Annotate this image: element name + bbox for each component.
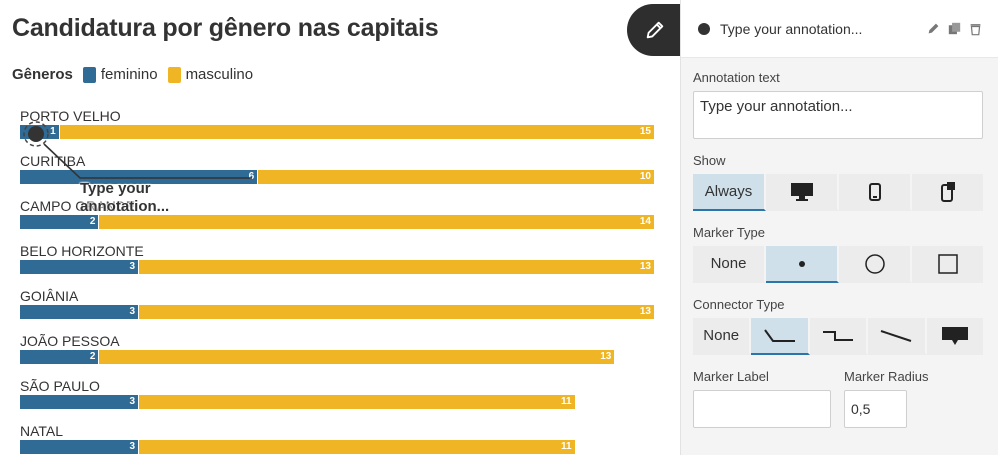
- bar-feminino[interactable]: 3: [20, 440, 139, 454]
- category-label: PORTO VELHO: [20, 108, 121, 124]
- desktop-icon: [790, 182, 813, 201]
- bar-masculino[interactable]: 13: [139, 260, 654, 274]
- bar-value-label: 11: [561, 396, 572, 407]
- marker-none-label: None: [710, 255, 747, 272]
- marker-label-label: Marker Label: [693, 369, 769, 384]
- legend-swatch-masculino: [167, 66, 181, 83]
- show-options: Always: [693, 174, 983, 211]
- mobile-tooltip-icon: [940, 181, 955, 202]
- bar-feminino[interactable]: 3: [20, 260, 139, 274]
- chart-area: Candidatura por gênero nas capitais Gêne…: [12, 4, 683, 454]
- legend-label-masculino: masculino: [185, 66, 254, 83]
- bar-feminino[interactable]: 2: [20, 215, 99, 229]
- panel-header-title[interactable]: Type your annotation...: [720, 20, 863, 37]
- bar-value-label: 6: [248, 171, 255, 182]
- trash-icon[interactable]: [969, 22, 982, 36]
- marker-none-button[interactable]: None: [693, 246, 766, 283]
- connector-none-label: None: [703, 327, 740, 344]
- connector-type-label: Connector Type: [693, 297, 785, 312]
- mobile-icon: [868, 182, 881, 201]
- annotation-panel: Type your annotation... Annotation text …: [680, 0, 998, 455]
- bar-masculino[interactable]: 11: [139, 395, 575, 409]
- bar-feminino[interactable]: 1: [20, 125, 59, 139]
- connector-elbow-button[interactable]: [751, 318, 810, 355]
- marker-dot-button[interactable]: [766, 246, 839, 283]
- show-label: Show: [693, 153, 726, 168]
- category-label: NATAL: [20, 423, 64, 439]
- bar-feminino[interactable]: 3: [20, 395, 139, 409]
- marker-type-options: None: [693, 246, 983, 283]
- show-always-label: Always: [704, 183, 753, 200]
- bar-value-label: 14: [639, 216, 651, 227]
- bar-masculino[interactable]: 15: [59, 125, 654, 139]
- chart-title: Candidatura por gênero nas capitais: [12, 14, 439, 42]
- bar-value-label: 3: [129, 261, 136, 272]
- pencil-icon: [646, 21, 664, 39]
- category-label: SÃO PAULO: [20, 378, 100, 394]
- bar-value-label: 13: [600, 351, 612, 362]
- dot-icon: [798, 260, 805, 267]
- show-desktop-button[interactable]: [766, 174, 839, 211]
- connector-step-button[interactable]: [809, 318, 869, 355]
- square-icon: [937, 253, 958, 274]
- annotation-text-input[interactable]: [693, 91, 983, 139]
- marker-circle-button[interactable]: [839, 246, 912, 283]
- edit-icon[interactable]: [927, 22, 940, 35]
- show-mobile-button[interactable]: [839, 174, 912, 211]
- show-always-button[interactable]: Always: [693, 174, 766, 211]
- bar-value-label: 13: [639, 261, 651, 272]
- annotation-dot-icon: [698, 22, 710, 35]
- category-label: BELO HORIZONTE: [20, 243, 144, 259]
- step-connector-icon: [823, 330, 854, 341]
- bar-value-label: 3: [129, 441, 136, 452]
- category-label: JOÃO PESSOA: [20, 333, 120, 349]
- straight-connector-icon: [881, 329, 912, 342]
- circle-icon: [864, 253, 885, 274]
- category-label: CURITIBA: [20, 153, 86, 169]
- marker-type-label: Marker Type: [693, 225, 766, 240]
- legend-swatch-feminino: [82, 66, 96, 83]
- annotation-text[interactable]: Type your annotation...: [80, 180, 170, 215]
- bar-feminino[interactable]: 2: [20, 350, 99, 364]
- panel-header: Type your annotation...: [681, 0, 998, 58]
- marker-radius-label: Marker Radius: [844, 369, 929, 384]
- legend-item-masculino[interactable]: masculino: [167, 66, 254, 83]
- bar-value-label: 11: [561, 441, 572, 452]
- duplicate-icon[interactable]: [948, 22, 961, 35]
- connector-type-options: None: [693, 318, 984, 355]
- bar-value-label: 15: [639, 126, 651, 137]
- bar-masculino[interactable]: 14: [99, 215, 654, 229]
- marker-label-input[interactable]: [693, 390, 831, 428]
- bar-value-label: 13: [639, 306, 651, 317]
- bar-masculino[interactable]: 13: [139, 305, 654, 319]
- category-label: GOIÂNIA: [20, 288, 79, 304]
- marker-radius-input[interactable]: 0,5: [844, 390, 907, 428]
- legend-title: Gêneros: [12, 66, 73, 83]
- bar-value-label: 3: [129, 306, 136, 317]
- marker-square-button[interactable]: [912, 246, 983, 283]
- bar-feminino[interactable]: 3: [20, 305, 139, 319]
- speech-bubble-icon: [941, 326, 968, 345]
- bar-value-label: 1: [50, 126, 56, 137]
- edit-annotation-button[interactable]: [627, 4, 683, 56]
- elbow-connector-icon: [763, 328, 795, 342]
- legend-item-feminino[interactable]: feminino: [82, 66, 158, 83]
- show-mobile-tooltip-button[interactable]: [912, 174, 983, 211]
- connector-straight-button[interactable]: [868, 318, 927, 355]
- connector-none-button[interactable]: None: [693, 318, 752, 355]
- marker-settings-row: Marker Label Marker Radius 0,5: [693, 369, 986, 428]
- bar-value-label: 10: [639, 171, 651, 182]
- bar-value-label: 3: [129, 396, 136, 407]
- bar-masculino[interactable]: 10: [258, 170, 654, 184]
- bar-value-label: 2: [89, 351, 96, 362]
- bar-value-label: 2: [89, 216, 96, 227]
- connector-bubble-button[interactable]: [926, 318, 984, 355]
- bar-masculino[interactable]: 11: [139, 440, 575, 454]
- bar-masculino[interactable]: 13: [99, 350, 615, 364]
- legend-label-feminino: feminino: [100, 66, 158, 83]
- annotation-text-label: Annotation text: [693, 70, 780, 85]
- legend: Gêneros feminino masculino: [12, 66, 263, 83]
- category-label: CAMPO GRANDE: [20, 198, 136, 214]
